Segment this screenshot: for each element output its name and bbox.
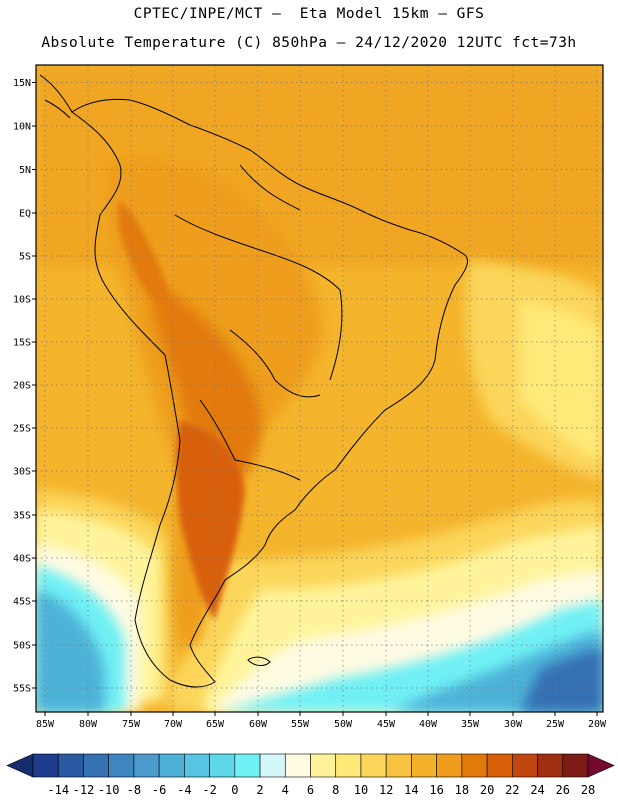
colorbar-swatch bbox=[310, 753, 337, 778]
lat-label: 30S bbox=[13, 467, 31, 478]
colorbar-swatch bbox=[411, 753, 437, 778]
colorbar-label: 18 bbox=[455, 783, 469, 797]
colorbar-underflow-triangle bbox=[6, 753, 34, 778]
colorbar-label: 10 bbox=[354, 783, 368, 797]
lat-label: 5S bbox=[19, 252, 31, 263]
colorbar-label: -8 bbox=[127, 783, 141, 797]
colorbar-label: 28 bbox=[581, 783, 595, 797]
colorbar-label: 0 bbox=[231, 783, 238, 797]
colorbar-label: 22 bbox=[505, 783, 519, 797]
lon-label: 55W bbox=[291, 719, 310, 730]
colorbar-swatch bbox=[133, 753, 160, 778]
lon-label: 45W bbox=[377, 719, 396, 730]
lat-label: 15N bbox=[13, 78, 31, 89]
colorbar-label: 20 bbox=[480, 783, 494, 797]
lat-label: 5N bbox=[19, 165, 31, 176]
colorbar-label: 8 bbox=[332, 783, 339, 797]
colorbar-label: 26 bbox=[556, 783, 570, 797]
colorbar-label: -4 bbox=[177, 783, 191, 797]
colorbar-label: 14 bbox=[404, 783, 418, 797]
colorbar-label: -10 bbox=[98, 783, 120, 797]
lon-label: 80W bbox=[79, 719, 98, 730]
colorbar-label: 24 bbox=[530, 783, 544, 797]
colorbar-swatch bbox=[108, 753, 135, 778]
lon-label: 75W bbox=[122, 719, 141, 730]
colorbar-swatch bbox=[234, 753, 261, 778]
latitude-axis: 15N 10N 5N EQ 5S 10S 15S 20S 25S 30S 35S… bbox=[13, 78, 36, 695]
colorbar-label: -12 bbox=[73, 783, 95, 797]
colorbar-swatch bbox=[259, 753, 286, 778]
lon-label: 40W bbox=[419, 719, 438, 730]
colorbar-label: 2 bbox=[256, 783, 263, 797]
lat-label: 55S bbox=[13, 684, 31, 695]
colorbar-swatch bbox=[335, 753, 362, 778]
lat-label: 10N bbox=[13, 122, 31, 133]
colorbar-swatch bbox=[32, 753, 59, 778]
colorbar-swatch bbox=[360, 753, 387, 778]
lat-label: EQ bbox=[19, 209, 31, 220]
colorbar-swatches bbox=[6, 753, 615, 778]
colorbar-label: 6 bbox=[307, 783, 314, 797]
lat-label: 40S bbox=[13, 554, 31, 565]
lat-label: 45S bbox=[13, 597, 31, 608]
colorbar-label: 12 bbox=[379, 783, 393, 797]
lon-label: 70W bbox=[164, 719, 183, 730]
colorbar-swatch bbox=[385, 753, 412, 778]
colorbar-swatch bbox=[284, 753, 311, 778]
colorbar-label: 4 bbox=[282, 783, 289, 797]
lon-label: 65W bbox=[206, 719, 225, 730]
colorbar-swatch bbox=[436, 753, 463, 778]
lon-label: 85W bbox=[36, 719, 55, 730]
lat-label: 25S bbox=[13, 424, 31, 435]
longitude-axis: 85W 80W 75W 70W 65W 60W 55W 50W 45W 40W … bbox=[36, 712, 607, 730]
colorbar-swatch bbox=[562, 753, 589, 778]
lat-label: 35S bbox=[13, 511, 31, 522]
temperature-field bbox=[36, 65, 603, 712]
colorbar-swatch bbox=[184, 753, 210, 778]
colorbar-swatch bbox=[461, 753, 488, 778]
colorbar-swatch bbox=[83, 753, 109, 778]
lat-label: 10S bbox=[13, 295, 31, 306]
map-frame bbox=[35, 64, 604, 713]
colorbar-swatch bbox=[537, 753, 564, 778]
lon-label: 50W bbox=[334, 719, 353, 730]
lon-label: 30W bbox=[504, 719, 523, 730]
colorbar-label: 16 bbox=[429, 783, 443, 797]
lat-label: 50S bbox=[13, 641, 31, 652]
lon-label: 20W bbox=[588, 719, 607, 730]
lat-label: 20S bbox=[13, 381, 31, 392]
chart-title-line1: CPTEC/INPE/MCT – Eta Model 15km – GFS bbox=[133, 6, 485, 22]
colorbar-swatch bbox=[57, 753, 84, 778]
colorbar-labels: -14 -12 -10 -8 -6 -4 -2 0 2 4 6 8 10 12 14 16 18 20 22 24 26… bbox=[47, 783, 595, 797]
lon-label: 25W bbox=[546, 719, 565, 730]
colorbar-label: -2 bbox=[202, 783, 216, 797]
coastlines bbox=[39, 74, 468, 688]
lon-label: 60W bbox=[249, 719, 268, 730]
lat-label: 15S bbox=[13, 338, 31, 349]
colorbar-label: -14 bbox=[47, 783, 69, 797]
colorbar-swatch bbox=[209, 753, 236, 778]
colorbar-overflow-triangle bbox=[587, 753, 615, 778]
colorbar-label: -6 bbox=[152, 783, 166, 797]
colorbar-swatch bbox=[158, 753, 185, 778]
colorbar-swatch bbox=[512, 753, 538, 778]
colorbar-swatch bbox=[486, 753, 513, 778]
lon-label: 35W bbox=[461, 719, 480, 730]
chart-title-line2: Absolute Temperature (C) 850hPa – 24/12/… bbox=[41, 35, 577, 51]
